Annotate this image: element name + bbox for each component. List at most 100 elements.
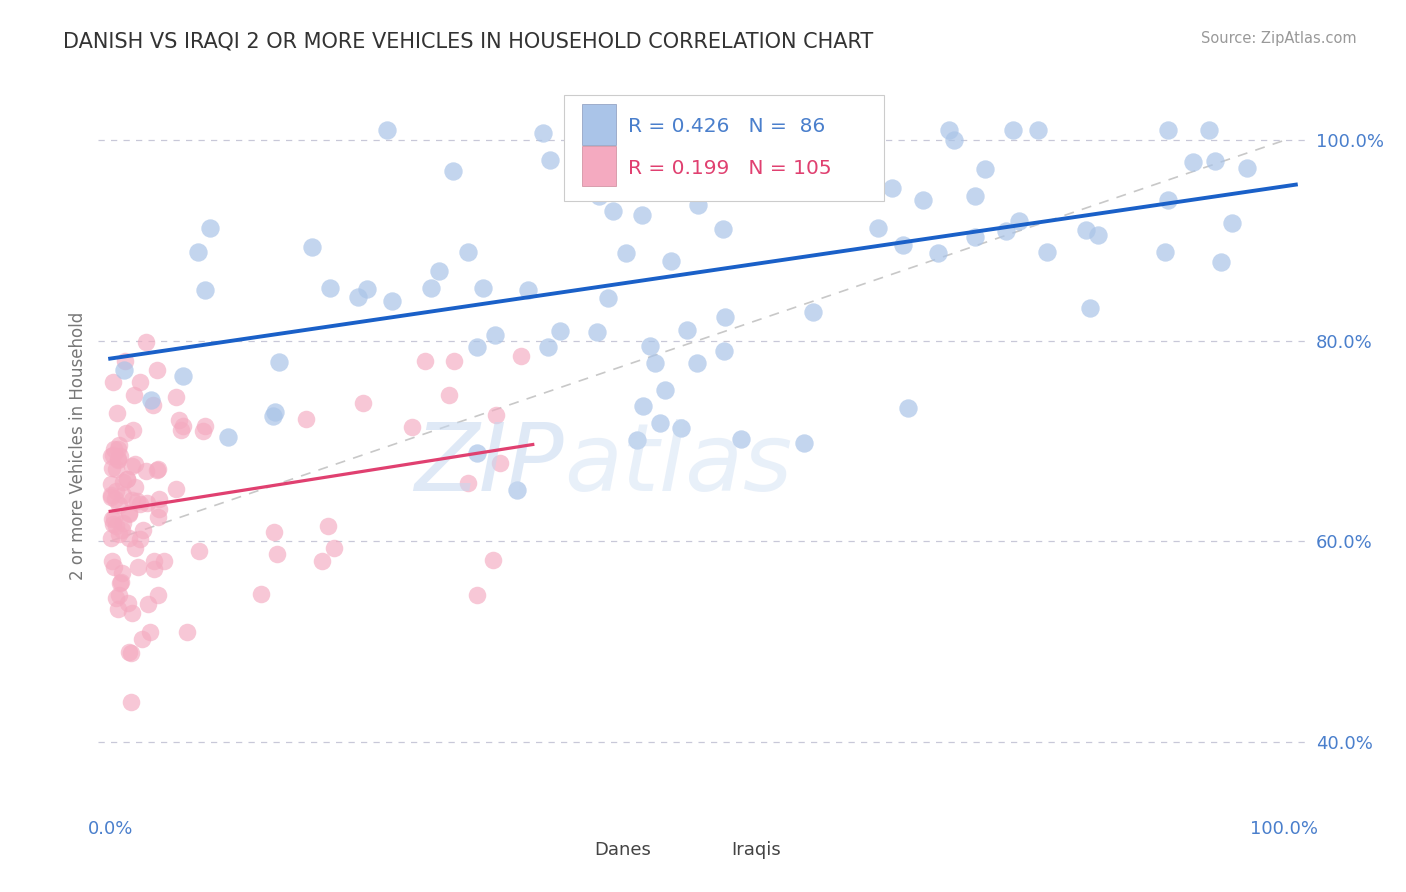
Point	[429, 264, 451, 278]
Point	[316, 519, 339, 533]
Point	[100, 449, 122, 463]
Point	[101, 375, 124, 389]
Point	[263, 525, 285, 540]
Point	[110, 574, 132, 589]
Point	[588, 123, 610, 137]
Point	[107, 526, 129, 541]
Point	[120, 695, 142, 709]
Point	[118, 531, 141, 545]
Point	[131, 632, 153, 646]
Point	[146, 363, 169, 377]
Point	[148, 501, 170, 516]
Point	[103, 491, 125, 506]
Point	[112, 475, 135, 489]
Point	[472, 281, 495, 295]
Point	[146, 588, 169, 602]
Point	[381, 293, 404, 308]
Point	[167, 413, 190, 427]
Point	[793, 435, 815, 450]
Point	[145, 463, 167, 477]
Point	[295, 411, 318, 425]
Point	[217, 429, 239, 443]
Point	[465, 446, 488, 460]
Point	[1002, 123, 1025, 137]
Point	[688, 198, 710, 212]
Point	[995, 224, 1018, 238]
Point	[1182, 154, 1205, 169]
Point	[1198, 123, 1220, 137]
Point	[346, 290, 368, 304]
Point	[143, 554, 166, 568]
Point	[198, 221, 221, 235]
Point	[115, 472, 138, 486]
Point	[128, 497, 150, 511]
Bar	[582, 104, 616, 145]
Bar	[551, 836, 578, 865]
Point	[269, 355, 291, 369]
Point	[135, 464, 157, 478]
Point	[311, 554, 333, 568]
Point	[127, 559, 149, 574]
Point	[626, 433, 648, 447]
Point	[107, 452, 129, 467]
Point	[124, 480, 146, 494]
Point	[465, 588, 488, 602]
Point	[654, 383, 676, 397]
Point	[142, 562, 165, 576]
Point	[801, 305, 824, 319]
Point	[101, 461, 124, 475]
Point	[100, 488, 122, 502]
Point	[264, 404, 287, 418]
Point	[117, 507, 139, 521]
Point	[586, 325, 609, 339]
Point	[1026, 123, 1049, 137]
Point	[111, 566, 134, 580]
FancyBboxPatch shape	[564, 95, 884, 201]
Point	[1153, 244, 1175, 259]
Point	[188, 544, 211, 558]
Point	[101, 512, 124, 526]
Point	[139, 392, 162, 407]
Point	[301, 240, 323, 254]
Point	[441, 164, 464, 178]
Point	[111, 523, 134, 537]
Point	[122, 388, 145, 402]
Point	[165, 483, 187, 497]
Point	[439, 387, 461, 401]
Point	[352, 396, 374, 410]
Point	[1035, 245, 1057, 260]
Point	[187, 244, 209, 259]
Point	[769, 139, 792, 153]
Point	[596, 291, 619, 305]
Point	[176, 625, 198, 640]
Point	[489, 457, 512, 471]
Point	[1220, 216, 1243, 230]
Point	[548, 324, 571, 338]
Point	[1204, 154, 1226, 169]
Point	[1211, 255, 1233, 269]
Point	[117, 472, 139, 486]
Point	[170, 423, 193, 437]
Point	[730, 432, 752, 446]
Point	[107, 602, 129, 616]
Point	[172, 418, 194, 433]
Point	[419, 281, 441, 295]
Point	[963, 189, 986, 203]
Point	[105, 483, 128, 498]
Point	[1008, 213, 1031, 227]
Point	[121, 459, 143, 474]
Point	[194, 419, 217, 434]
Text: atlas: atlas	[564, 418, 792, 510]
Point	[136, 597, 159, 611]
Point	[659, 253, 682, 268]
Text: Iraqis: Iraqis	[731, 841, 780, 860]
Text: Source: ZipAtlas.com: Source: ZipAtlas.com	[1201, 31, 1357, 46]
Point	[107, 453, 129, 467]
Point	[172, 368, 194, 383]
Point	[103, 448, 125, 462]
Point	[108, 449, 131, 463]
Point	[1074, 223, 1097, 237]
Point	[107, 499, 129, 513]
Point	[841, 180, 863, 194]
Point	[1078, 301, 1101, 315]
